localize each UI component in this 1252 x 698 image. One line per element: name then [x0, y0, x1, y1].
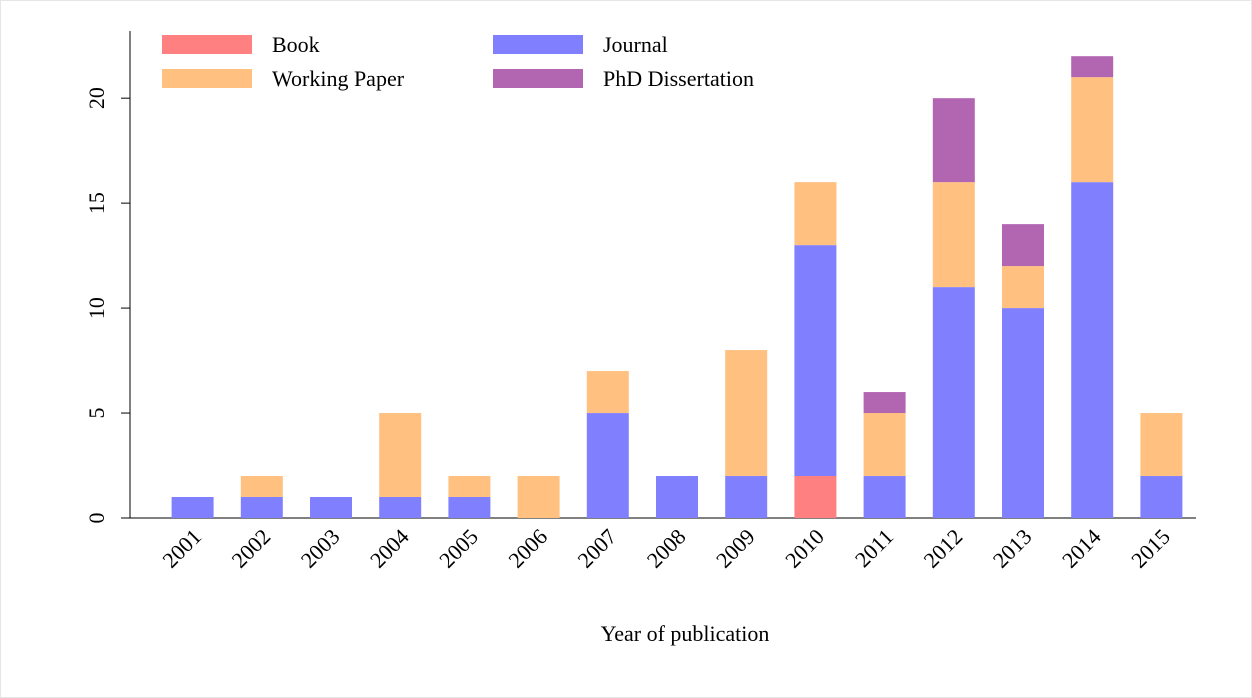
- y-tick-label: 20: [84, 87, 109, 109]
- bar-segment: [863, 413, 906, 477]
- bar-segment: [863, 392, 906, 414]
- legend-swatch: [162, 69, 252, 88]
- legend-swatch: [162, 35, 252, 54]
- bar-segment: [1002, 224, 1044, 267]
- legend-label: PhD Dissertation: [603, 66, 754, 91]
- bar-segment: [517, 476, 560, 518]
- bar-segment: [794, 476, 837, 518]
- bar-segment: [794, 182, 837, 246]
- bar-segment: [1071, 56, 1114, 78]
- bar-segment: [656, 476, 698, 518]
- bar-segment: [240, 497, 283, 518]
- bar-segment: [725, 350, 768, 477]
- bar-segment: [1071, 77, 1114, 183]
- x-axis-label: Year of publication: [601, 621, 770, 646]
- legend-label: Working Paper: [272, 66, 405, 91]
- bar-segment: [1140, 476, 1183, 518]
- bar-segment: [586, 371, 629, 414]
- bar-segment: [310, 497, 352, 518]
- bar-segment: [1002, 266, 1044, 309]
- bar-segment: [586, 413, 629, 518]
- bar-segment: [448, 476, 491, 498]
- bar-segment: [171, 497, 214, 518]
- bar-segment: [794, 245, 837, 477]
- legend-label: Journal: [603, 32, 668, 57]
- bar-segment: [1140, 413, 1183, 477]
- y-tick-label: 10: [84, 297, 109, 319]
- bar-segment: [1002, 308, 1044, 518]
- legend-swatch: [493, 69, 583, 88]
- bar-segment: [932, 182, 975, 288]
- bar-segment: [932, 98, 975, 183]
- bar-segment: [1071, 182, 1114, 518]
- y-tick-label: 5: [84, 408, 109, 419]
- bar-segment: [379, 497, 422, 518]
- y-tick-label: 15: [84, 192, 109, 214]
- bar-segment: [725, 476, 768, 518]
- legend-label: Book: [272, 32, 320, 57]
- bar-segment: [448, 497, 491, 518]
- bar-segment: [240, 476, 283, 498]
- y-tick-label: 0: [84, 513, 109, 524]
- bar-segment: [863, 476, 906, 518]
- bar-segment: [932, 287, 975, 518]
- bar-segment: [379, 413, 422, 498]
- legend-swatch: [493, 35, 583, 54]
